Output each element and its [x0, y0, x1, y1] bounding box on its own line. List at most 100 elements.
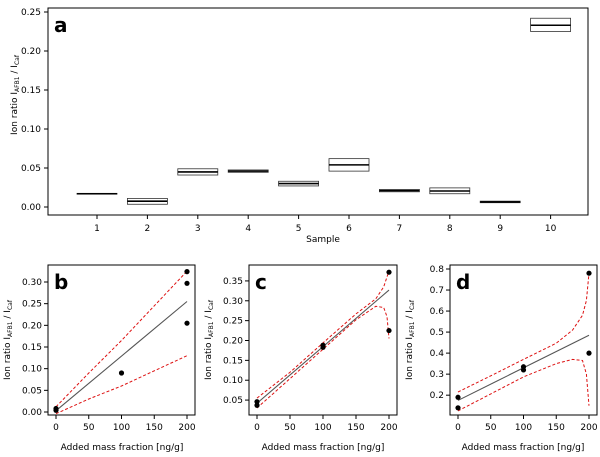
y-tick-label: 0.10: [22, 365, 42, 375]
x-tick-label: 1: [94, 224, 100, 234]
x-tick-label: 9: [497, 224, 503, 234]
panel-b-letter: b: [54, 270, 68, 294]
y-tick-label: 0.20: [223, 337, 243, 347]
panel-a-x-axis-title: Sample: [306, 235, 340, 245]
data-point: [586, 270, 592, 276]
panel-c-frame: [248, 264, 398, 416]
x-tick-label: 150: [347, 423, 364, 433]
y-tick-label: 0.05: [21, 164, 41, 174]
x-tick-label: 0: [254, 423, 260, 433]
y-tick-label: 0.2: [430, 391, 444, 401]
panel-a-boxes: [76, 17, 571, 205]
panel-b-x-axis-title: Added mass fraction [ng/g]: [61, 443, 184, 453]
x-tick-label: 0: [455, 423, 461, 433]
panel-c-y-axis-title: Ion ratio IAFB1 / ICaf: [204, 299, 215, 380]
confidence-band-upper: [55, 270, 188, 408]
x-tick-label: 5: [296, 224, 302, 234]
x-tick-label: 8: [447, 224, 453, 234]
y-tick-label: 0.15: [223, 356, 243, 366]
panel-a-letter: a: [54, 13, 68, 37]
y-tick-label: 0.00: [22, 408, 42, 418]
panel-b-y-axis-title: Ion ratio IAFB1 / ICaf: [3, 299, 14, 380]
panel-a-frame: [47, 7, 589, 216]
confidence-band-lower: [256, 305, 390, 409]
y-tick-label: 0.4: [430, 349, 445, 359]
x-tick-label: 10: [545, 224, 557, 234]
panel-c-letter: c: [255, 270, 267, 294]
x-tick-label: 3: [195, 224, 201, 234]
panel-d-frame: [449, 264, 598, 416]
panel-a-y-ticks: 0.00 0.05 0.10 0.15 0.20 0.25: [21, 8, 48, 213]
x-tick-label: 150: [146, 423, 163, 433]
data-point: [184, 320, 190, 326]
x-tick-label: 100: [515, 423, 532, 433]
y-tick-label: 0.05: [22, 386, 42, 396]
confidence-band-lower: [457, 358, 590, 412]
data-point: [455, 394, 461, 400]
y-tick-label: 0.35: [223, 277, 243, 287]
data-point: [53, 405, 59, 412]
x-tick-label: 200: [580, 423, 597, 433]
panel-d-x-axis-title: Added mass fraction [ng/g]: [462, 443, 585, 453]
data-point: [184, 280, 190, 286]
plot-series: [256, 270, 390, 409]
x-tick-label: 200: [380, 423, 397, 433]
panel-d-plot-area: [455, 270, 592, 412]
panel-d-x-ticks: 0 50 100 150 200: [455, 415, 598, 433]
y-tick-label: 0.20: [22, 321, 42, 331]
x-tick-label: 100: [314, 423, 331, 433]
panel-b: b 0.00 0.05 0.10 0.15 0.20 0.25 0.30 0 50 100 150…: [3, 264, 196, 453]
x-tick-label: 7: [397, 224, 403, 234]
y-tick-label: 0.30: [22, 278, 42, 288]
panel-d-letter: d: [456, 270, 470, 294]
data-point: [386, 269, 392, 275]
y-tick-label: 0.15: [22, 343, 42, 353]
x-tick-label: 6: [346, 224, 352, 234]
panel-a-x-ticks: 1 2 3 4 5 6 7 8 9 10: [94, 215, 557, 234]
panel-c: c 0.05 0.10 0.15 0.20 0.25 0.30 0.35 0 50 100 150…: [204, 264, 398, 453]
data-point: [254, 399, 260, 405]
y-tick-label: 0.25: [223, 317, 243, 327]
plot-series: [55, 270, 188, 415]
y-tick-label: 0.3: [430, 370, 444, 380]
y-tick-label: 0.10: [21, 125, 41, 135]
confidence-band-upper: [457, 273, 590, 393]
panel-b-x-ticks: 0 50 100 150 200: [53, 415, 196, 433]
y-tick-label: 0.15: [21, 86, 41, 96]
regression-line: [55, 301, 188, 412]
x-tick-label: 200: [178, 423, 195, 433]
data-point: [320, 342, 326, 348]
panel-c-x-axis-title: Added mass fraction [ng/g]: [262, 443, 385, 453]
data-point: [520, 364, 527, 370]
panel-b-y-ticks: 0.00 0.05 0.10 0.15 0.20 0.25 0.30: [22, 278, 48, 418]
panel-c-plot-area: [254, 269, 392, 409]
y-tick-label: 0.8: [430, 265, 445, 275]
panel-c-y-ticks: 0.05 0.10 0.15 0.20 0.25 0.30 0.35: [223, 277, 249, 406]
x-tick-label: 50: [284, 423, 296, 433]
y-tick-label: 0.00: [21, 203, 41, 213]
y-tick-label: 0.25: [21, 8, 41, 18]
panel-d-y-ticks: 0.2 0.3 0.4 0.5 0.6 0.7 0.8: [430, 265, 450, 401]
y-tick-label: 0.6: [430, 307, 445, 317]
plot-series: [457, 273, 590, 412]
y-tick-label: 0.7: [430, 286, 444, 296]
data-point: [118, 370, 125, 376]
data-point: [254, 402, 260, 408]
confidence-band-upper: [256, 270, 390, 399]
x-tick-label: 100: [113, 423, 130, 433]
y-tick-label: 0.5: [430, 328, 444, 338]
panel-a-y-axis-title: Ion ratio IAFB1 / ICaf: [10, 54, 21, 135]
data-point: [184, 269, 190, 275]
panel-d: d 0.2 0.3 0.4 0.5 0.6 0.7 0.8 0 50 100 150 200 Add…: [405, 264, 598, 453]
x-tick-label: 50: [485, 423, 497, 433]
x-tick-label: 2: [145, 224, 151, 234]
y-tick-label: 0.30: [223, 297, 243, 307]
x-tick-label: 150: [548, 423, 565, 433]
y-tick-label: 0.10: [223, 376, 243, 386]
data-point: [455, 405, 461, 411]
panel-a: a 0.00 0.05 0.10 0.15 0.20 0.25 1 2 3 4 5 6 7 8 9 10 S…: [10, 7, 589, 245]
confidence-band-lower: [55, 355, 188, 415]
data-point: [386, 327, 392, 334]
y-tick-label: 0.25: [22, 300, 42, 310]
